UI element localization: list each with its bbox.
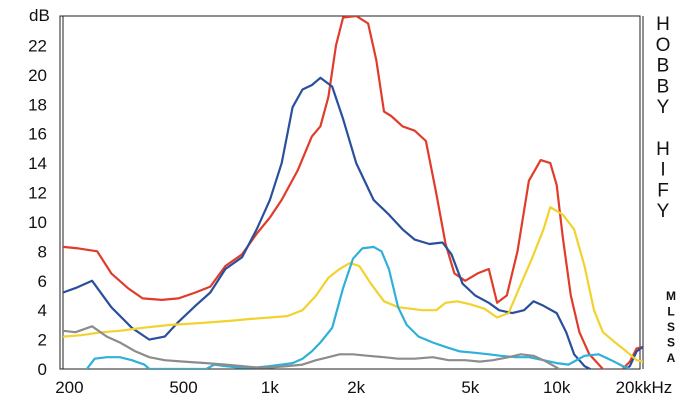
side-letter: B (657, 56, 670, 77)
legend-label: S (667, 336, 675, 350)
y-tick-label: 10 (28, 213, 47, 232)
y-tick-label: 0 (38, 360, 47, 379)
y-tick-label: 14 (28, 154, 47, 173)
y-tick-label: 6 (38, 272, 47, 291)
legend-label: L (667, 305, 674, 319)
x-unit: kHz (643, 378, 672, 397)
y-tick-label: 16 (28, 125, 47, 144)
x-tick-label: 20k (616, 378, 644, 397)
y-tick-label: 18 (28, 95, 47, 114)
x-tick-label: 2k (347, 378, 365, 397)
side-letter: B (657, 76, 670, 97)
side-letter: Y (657, 97, 670, 118)
side-letter: I (660, 160, 665, 181)
x-tick-label: 500 (169, 378, 197, 397)
x-tick-label: 1k (261, 378, 279, 397)
side-letter: H (656, 14, 670, 35)
plot-frame (59, 15, 641, 370)
series-line-3 (63, 206, 643, 363)
series-line-2 (63, 76, 643, 369)
y-tick-label: 12 (28, 184, 47, 203)
side-letter: H (656, 139, 670, 160)
series-line-1 (63, 16, 643, 369)
y-unit: dB (29, 6, 50, 25)
y-tick-label: 8 (38, 242, 47, 261)
series-line-5 (63, 325, 561, 369)
side-letter: O (656, 35, 671, 56)
y-tick-label: 4 (38, 301, 47, 320)
legend-label: A (667, 351, 676, 365)
x-tick-label: 5k (461, 378, 479, 397)
side-letter: Y (657, 201, 670, 222)
side-letter: F (657, 180, 669, 201)
y-tick-label: 22 (28, 36, 47, 55)
y-tick-label: 20 (28, 66, 47, 85)
y-tick-label: 2 (38, 331, 47, 350)
x-tick-label: 10k (543, 378, 571, 397)
x-tick-label: 200 (55, 378, 83, 397)
legend-label: S (667, 320, 675, 334)
legend-label: M (666, 289, 676, 303)
